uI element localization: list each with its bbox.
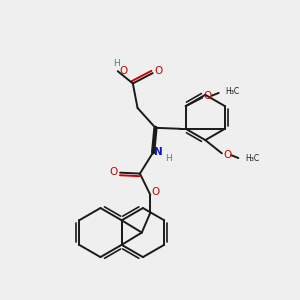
Text: H: H [113,59,120,68]
Text: O: O [152,187,160,197]
Text: O: O [204,91,212,101]
Text: O: O [119,66,128,76]
Text: O: O [110,167,118,177]
Text: H: H [165,154,172,163]
Text: N: N [154,147,163,158]
Text: O: O [223,150,232,160]
Text: H₃C: H₃C [225,88,239,97]
Text: H₃C: H₃C [245,154,259,164]
Text: O: O [154,66,162,76]
